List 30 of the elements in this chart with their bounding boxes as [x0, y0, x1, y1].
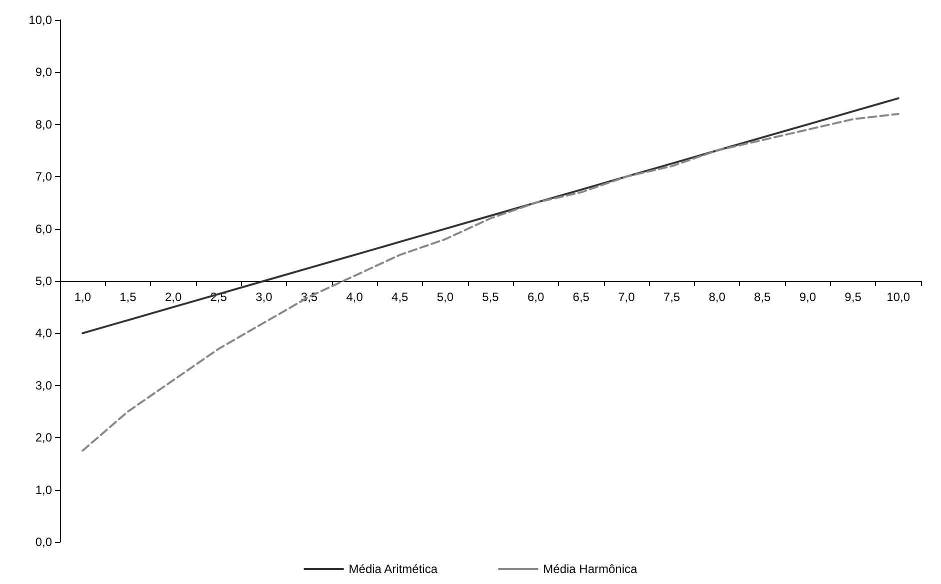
y-tick-label: 4,0	[35, 326, 52, 340]
x-tick-label: 3,0	[256, 290, 273, 304]
y-tick-label: 7,0	[35, 170, 52, 184]
x-tick-label: 8,0	[708, 290, 726, 304]
x-tick-label: 7,5	[663, 290, 680, 304]
x-tick-label: 5,5	[482, 290, 500, 304]
y-tick-label: 1,0	[35, 482, 52, 497]
x-tick-label: 8,5	[754, 290, 772, 304]
x-tick-label: 4,0	[346, 290, 364, 304]
x-tick-label: 10,0	[886, 290, 910, 304]
x-tick-label: 6,0	[527, 290, 544, 304]
x-tick-label: 1,5	[120, 290, 137, 304]
y-tick-label: 6,0	[35, 222, 52, 236]
x-tick-label: 9,5	[844, 290, 862, 304]
y-tick-label: 8,0	[35, 117, 52, 132]
y-tick-label: 0,0	[35, 535, 52, 549]
y-tick-label: 9,0	[35, 65, 52, 80]
x-tick-label: 7,0	[618, 290, 636, 304]
y-tick-label: 3,0	[35, 378, 52, 392]
legend-label: Média Aritmética	[348, 562, 438, 576]
x-tick-label: 6,5	[572, 290, 590, 304]
y-tick-label: 10,0	[28, 13, 52, 27]
x-tick-label: 1,0	[74, 290, 92, 304]
y-tick-label: 5,0	[35, 274, 52, 288]
x-tick-label: 5,0	[436, 290, 454, 304]
legend-label: Média Harmônica	[543, 562, 638, 576]
x-tick-label: 9,0	[799, 290, 816, 304]
x-tick-label: 2,0	[164, 290, 182, 304]
x-tick-label: 4,5	[392, 290, 409, 304]
y-tick-label: 2,0	[35, 430, 52, 445]
